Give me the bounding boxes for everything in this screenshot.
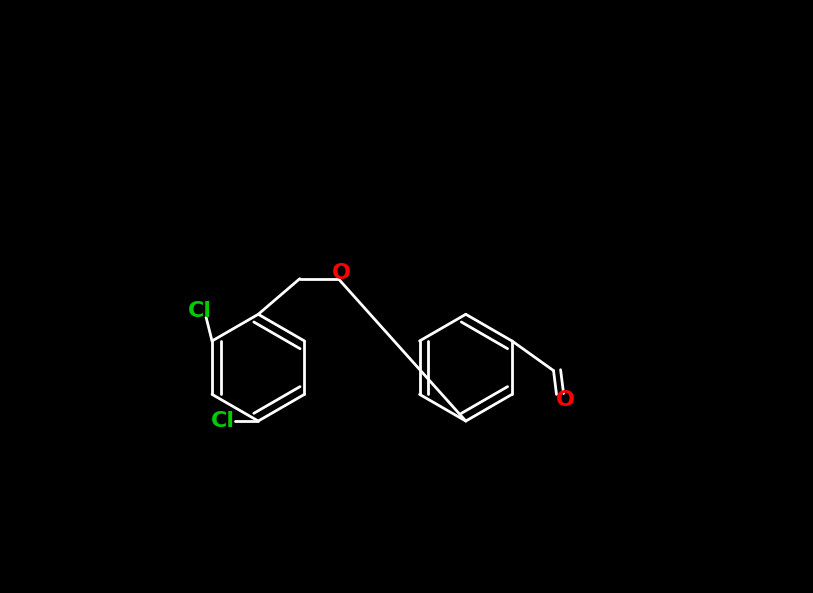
Text: O: O	[556, 390, 575, 410]
Text: Cl: Cl	[211, 411, 235, 431]
Text: Cl: Cl	[188, 301, 212, 321]
Text: O: O	[332, 263, 350, 283]
